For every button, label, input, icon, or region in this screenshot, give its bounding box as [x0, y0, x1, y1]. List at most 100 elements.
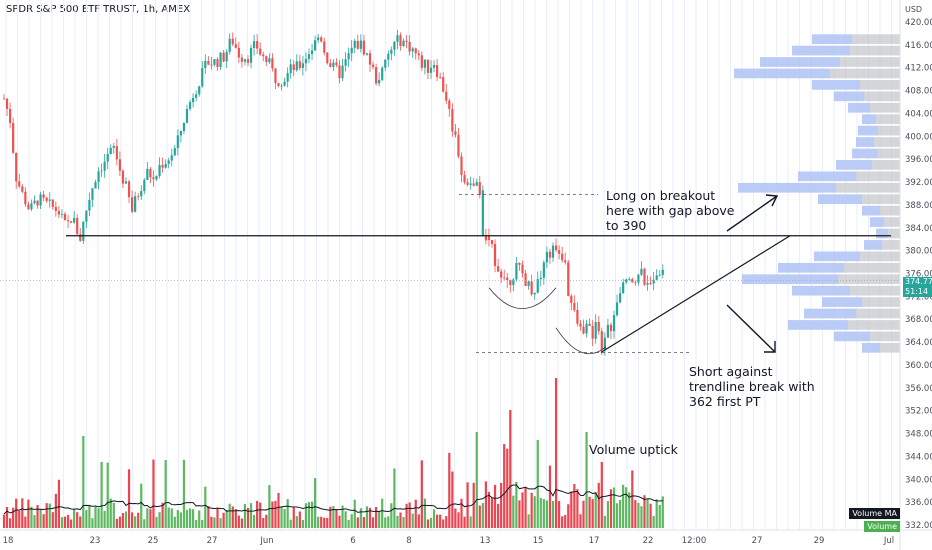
candle-body [225, 51, 228, 62]
volume-bar [518, 500, 521, 528]
volume-bar [70, 519, 73, 528]
profile-bar-gray [862, 194, 900, 205]
candle-body [127, 181, 131, 198]
price-tick-label: 336.00 [905, 498, 932, 508]
candle-body [109, 147, 112, 154]
time-tick-label: 17 [589, 536, 600, 546]
volume-bar [475, 432, 478, 528]
profile-bar-gray [840, 57, 900, 67]
candle-body [246, 59, 250, 63]
candle-body [280, 85, 283, 87]
volume-bar [45, 503, 48, 528]
volume-bar [500, 482, 503, 528]
volume-bar [152, 459, 155, 528]
candle-body [131, 197, 134, 212]
candle-body [70, 221, 73, 223]
volume-bar [240, 518, 243, 528]
volume-bar [573, 484, 576, 528]
candle-body [506, 277, 509, 280]
candle-body [371, 64, 375, 68]
volume-bar [338, 515, 341, 528]
profile-bar-blue [812, 80, 860, 90]
profile-bar-blue [852, 148, 878, 159]
volume-bar [463, 516, 466, 528]
candle-body [545, 251, 548, 263]
candle-body [548, 251, 552, 258]
profile-bar-gray [878, 148, 900, 159]
candle-body [567, 262, 570, 296]
price-tick-label: 396.00 [905, 155, 932, 165]
time-tick-label: 6 [350, 536, 355, 546]
volume-bar [115, 518, 118, 528]
candle-body [591, 325, 594, 339]
profile-bar-blue [814, 251, 860, 262]
profile-bar-gray [880, 205, 900, 216]
price-tick-label: 404.00 [905, 109, 932, 119]
volume-bar [42, 514, 45, 528]
volume-bar [393, 468, 396, 528]
candle-body [484, 235, 487, 241]
candle-body [350, 47, 353, 54]
candle-body [512, 279, 515, 286]
candle-body [661, 269, 664, 275]
volume-bar [472, 482, 475, 528]
volume-bar [454, 508, 457, 528]
volume-bar [625, 487, 628, 528]
volume-bar [368, 507, 372, 528]
candle-body [253, 41, 256, 49]
profile-bar-gray [864, 91, 900, 102]
volume-bar [317, 516, 320, 528]
profile-bar-blue [792, 45, 850, 56]
profile-bar-blue [856, 137, 874, 147]
last-price-value: 374.77 [905, 277, 932, 286]
volume-profile [734, 34, 900, 353]
volume-bar [506, 448, 509, 528]
candle-body [362, 40, 365, 55]
candle-body [622, 282, 625, 294]
candle-body [30, 203, 33, 210]
volume-bar [493, 484, 497, 528]
candle-body [408, 41, 411, 52]
candle-body [588, 323, 591, 326]
candle-body [570, 295, 573, 304]
candle-body [576, 309, 579, 324]
candle-body [115, 145, 118, 160]
volume-bar [170, 508, 173, 528]
candle-body [94, 182, 97, 189]
candle-body [173, 147, 176, 156]
volume-bar [167, 507, 170, 528]
volume-bar [451, 471, 454, 528]
arrow-down-icon [726, 304, 776, 353]
price-tick-label: 380.00 [905, 247, 932, 257]
volume-bar [118, 516, 121, 528]
time-tick-label: 27 [752, 536, 763, 546]
profile-bar-gray [830, 68, 900, 79]
candle-body [249, 48, 253, 63]
candle-body [640, 268, 643, 275]
currency-label: USD [905, 5, 923, 14]
candle-body [167, 160, 170, 164]
candle-body [509, 279, 512, 286]
volume-bar [436, 514, 439, 528]
volume-bar [509, 410, 512, 528]
short-note-line-2: trendline break with [689, 379, 815, 394]
volume-bar [402, 516, 405, 528]
volume-bar [579, 514, 582, 528]
volume-bar [381, 498, 384, 528]
candle-body [561, 253, 564, 261]
volume-bar [390, 503, 393, 528]
volume-bar [481, 503, 484, 528]
candle-body [497, 266, 500, 272]
profile-bar-blue [804, 308, 856, 319]
candle-body [155, 176, 158, 180]
candle-body [85, 210, 88, 222]
candle-body [423, 59, 426, 68]
volume-bar [365, 506, 369, 528]
volume-bar [48, 503, 51, 528]
rounding-bottom-arc-1 [488, 287, 557, 310]
volume-bar [545, 500, 548, 528]
profile-bar-gray [856, 171, 900, 182]
candle-body [399, 35, 402, 47]
volume-bar [497, 503, 500, 528]
